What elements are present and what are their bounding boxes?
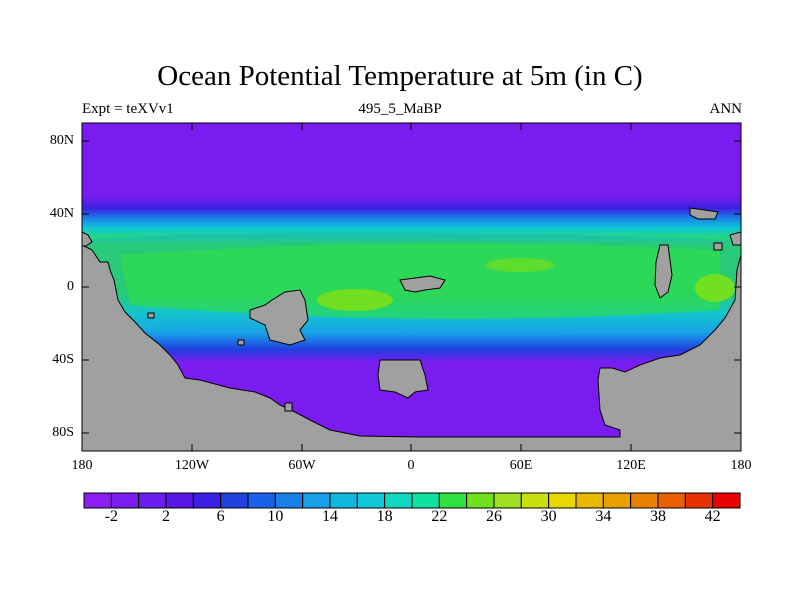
colorbar-swatch (548, 492, 577, 509)
colorbar-swatch (438, 492, 468, 509)
y-tick-label: 40N (49, 206, 74, 221)
land-ne-island (689, 207, 719, 220)
colorbar-swatch (493, 492, 522, 509)
colorbar-label: 22 (431, 508, 448, 525)
land-central-island (249, 289, 309, 346)
colorbar-swatch (110, 492, 140, 509)
colorbar-swatch (302, 492, 331, 509)
colorbar-swatch (220, 492, 249, 509)
warm-pool-central (485, 258, 555, 272)
colorbar-label: -2 (104, 508, 118, 525)
colorbar-label: 38 (650, 508, 666, 525)
season-label: ANN (709, 101, 743, 117)
colorbar (83, 492, 741, 509)
x-tick-label: 60E (509, 458, 533, 473)
colorbar-label: 6 (216, 508, 225, 525)
x-tick-label: 120E (616, 458, 646, 473)
colorbar-label: 18 (376, 508, 393, 525)
colorbar-swatch (165, 492, 194, 509)
land-east-island (654, 244, 673, 299)
colorbar-label: 34 (595, 508, 612, 525)
x-tick-label: 0 (407, 458, 415, 473)
y-tick-label: 80N (49, 133, 74, 148)
colorbar-swatch (575, 492, 604, 509)
land-west-coast (82, 231, 93, 247)
colorbar-swatch (138, 492, 167, 509)
land-islet-3 (284, 402, 293, 412)
colorbar-label: 14 (322, 508, 338, 525)
colorbar-label: 26 (486, 508, 502, 525)
x-tick-label: 120W (174, 458, 210, 473)
y-tick-label: 80S (52, 425, 74, 440)
colorbar-swatch (247, 492, 276, 509)
colorbar-swatch (684, 492, 714, 509)
colorbar-label: 42 (704, 508, 721, 525)
colorbar-swatch (274, 492, 304, 509)
land-masses (82, 207, 741, 451)
land-islet-2 (237, 339, 245, 346)
colorbar-swatch (192, 492, 222, 509)
colorbar-swatch (466, 492, 495, 509)
axis-ticks (82, 123, 741, 451)
land-east-coast (729, 231, 741, 246)
colorbar-swatch (384, 492, 413, 509)
land-south-island (377, 359, 429, 399)
land-west-continent (82, 244, 741, 451)
land-islet-1 (147, 312, 155, 319)
colorbar-label: 2 (162, 508, 170, 525)
plot-title: Ocean Potential Temperature at 5m (in C) (157, 60, 643, 92)
x-tick-label: 180 (71, 458, 93, 473)
y-tick-label: 40S (52, 352, 74, 367)
colorbar-swatch (630, 492, 659, 509)
warm-pool-east (695, 274, 735, 302)
warm-pool-west (317, 289, 393, 311)
colorbar-swatch (329, 492, 358, 509)
colorbar-label: 30 (540, 508, 557, 525)
period-label: 495_5_MaBP (358, 101, 442, 117)
land-equatorial-island (399, 275, 446, 293)
colorbar-swatch (411, 492, 440, 509)
colorbar-swatch (657, 492, 686, 509)
colorbar-swatch (712, 492, 741, 509)
experiment-label: Expt = teXVv1 (82, 101, 174, 117)
land-ne-islet (713, 242, 723, 251)
x-tick-label: 180 (730, 458, 752, 473)
colorbar-swatch (602, 492, 632, 509)
x-tick-label: 60W (288, 458, 316, 473)
colorbar-swatch (356, 492, 386, 509)
colorbar-swatch (520, 492, 550, 509)
colorbar-label: 10 (267, 508, 284, 525)
colorbar-swatch (83, 492, 112, 509)
y-tick-label: 0 (67, 279, 74, 294)
map-field (82, 123, 741, 451)
